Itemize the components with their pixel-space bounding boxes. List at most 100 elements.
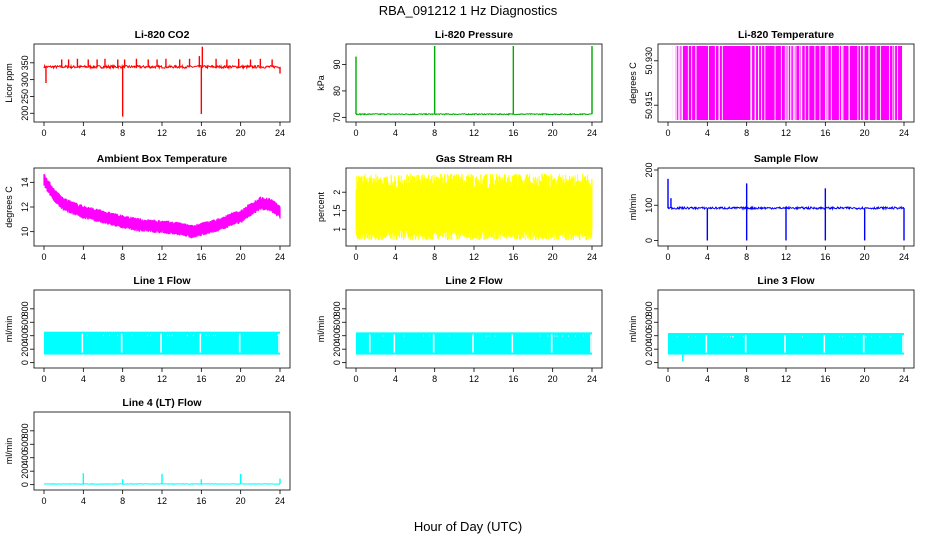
y-tick-label: 600 xyxy=(20,437,30,452)
y-tick-label: 800 xyxy=(644,301,654,316)
panel-title: Li-820 Temperature xyxy=(738,29,834,41)
y-tick-label: 2 xyxy=(332,190,342,195)
y-tick-label: 10 xyxy=(20,227,30,237)
panel-li-820-temperature: Li-820 Temperature 0 4 8 12 16 20 24 50.915 50.93… xyxy=(628,29,915,138)
x-tick-label: 24 xyxy=(899,374,909,384)
y-tick-label: 200 xyxy=(644,342,654,357)
y-tick-label: 1 xyxy=(332,227,342,232)
x-tick-label: 4 xyxy=(393,374,398,384)
y-tick-label: 80 xyxy=(332,86,342,96)
data-series xyxy=(44,331,280,355)
panel-gas-stream-rh: Gas Stream RH 0 4 8 12 16 20 24 1 1.5 2 percent xyxy=(316,153,603,262)
y-axis-label: Licor ppm xyxy=(4,63,14,103)
x-tick-label: 16 xyxy=(820,374,830,384)
y-axis-label: ml/min xyxy=(628,316,638,343)
x-tick-label: 8 xyxy=(744,252,749,262)
data-series xyxy=(667,178,905,241)
y-tick-label: 400 xyxy=(644,328,654,343)
panel-title: Gas Stream RH xyxy=(436,153,512,165)
x-tick-label: 0 xyxy=(353,128,358,138)
x-tick-label: 24 xyxy=(275,252,285,262)
x-tick-label: 8 xyxy=(744,374,749,384)
panel-ambient-box-temperature: Ambient Box Temperature 0 4 8 12 16 20 24 10 12 14… xyxy=(4,153,291,262)
x-tick-label: 24 xyxy=(275,128,285,138)
panel-title: Li-820 CO2 xyxy=(135,29,190,41)
panel-title: Sample Flow xyxy=(754,153,819,165)
plot-frame xyxy=(33,289,291,369)
x-tick-label: 16 xyxy=(820,252,830,262)
figure-title: RBA_091212 1 Hz Diagnostics xyxy=(379,3,558,18)
y-tick-label: 300 xyxy=(20,72,30,87)
plot-frame xyxy=(657,289,915,369)
x-tick-label: 24 xyxy=(899,252,909,262)
x-tick-label: 0 xyxy=(41,128,46,138)
data-series xyxy=(668,333,904,362)
x-tick-label: 0 xyxy=(353,374,358,384)
panel-li-820-co2: Li-820 CO2 0 4 8 12 16 20 24 200 250 300 350 Licor p… xyxy=(4,29,291,138)
plot-frame xyxy=(33,43,291,123)
x-tick-label: 12 xyxy=(157,128,167,138)
y-tick-label: 100 xyxy=(644,198,654,213)
x-tick-label: 0 xyxy=(665,374,670,384)
panel-title: Line 4 (LT) Flow xyxy=(122,397,202,409)
x-tick-label: 8 xyxy=(120,252,125,262)
x-tick-label: 16 xyxy=(508,252,518,262)
x-tick-label: 20 xyxy=(548,252,558,262)
toggle-band xyxy=(672,46,903,120)
plot-frame xyxy=(345,289,603,369)
plot-frame xyxy=(345,43,603,123)
x-tick-label: 0 xyxy=(41,374,46,384)
y-tick-label: 800 xyxy=(20,301,30,316)
x-tick-label: 12 xyxy=(157,496,167,506)
x-tick-label: 12 xyxy=(469,128,479,138)
y-tick-label: 90 xyxy=(332,59,342,69)
panel-title: Ambient Box Temperature xyxy=(97,153,228,165)
y-axis-label: percent xyxy=(316,191,326,222)
y-axis-label: kPa xyxy=(316,75,326,91)
x-tick-label: 4 xyxy=(81,128,86,138)
x-tick-label: 16 xyxy=(508,374,518,384)
y-tick-label: 0 xyxy=(20,482,30,487)
x-tick-label: 16 xyxy=(508,128,518,138)
flow-block xyxy=(356,332,592,355)
y-axis-label: ml/min xyxy=(4,316,14,343)
series-line xyxy=(355,112,593,116)
x-tick-label: 20 xyxy=(860,374,870,384)
y-tick-label: 0 xyxy=(644,360,654,365)
y-tick-label: 50.915 xyxy=(644,91,654,119)
data-series xyxy=(356,332,593,355)
x-tick-label: 4 xyxy=(393,128,398,138)
figure-xlabel: Hour of Day (UTC) xyxy=(414,519,522,534)
series-band xyxy=(43,174,281,239)
y-tick-label: 600 xyxy=(644,315,654,330)
x-tick-label: 20 xyxy=(236,252,246,262)
y-tick-label: 400 xyxy=(332,328,342,343)
data-series xyxy=(43,46,281,117)
x-tick-label: 8 xyxy=(432,374,437,384)
y-tick-label: 250 xyxy=(20,89,30,104)
y-tick-label: 14 xyxy=(20,177,30,187)
data-series xyxy=(43,174,281,239)
y-axis-label: degrees C xyxy=(4,186,14,228)
data-series xyxy=(43,473,281,485)
y-axis-label: ml/min xyxy=(628,194,638,221)
x-tick-label: 4 xyxy=(81,496,86,506)
x-tick-label: 16 xyxy=(196,374,206,384)
y-axis-label: ml/min xyxy=(4,438,14,465)
x-tick-label: 12 xyxy=(781,252,791,262)
panel-title: Line 3 Flow xyxy=(757,275,815,287)
y-tick-label: 0 xyxy=(332,360,342,365)
y-tick-label: 800 xyxy=(332,301,342,316)
x-tick-label: 16 xyxy=(196,496,206,506)
y-tick-label: 350 xyxy=(20,55,30,70)
y-tick-label: 0 xyxy=(644,238,654,243)
series-line xyxy=(43,63,281,71)
y-tick-label: 200 xyxy=(332,342,342,357)
y-tick-label: 200 xyxy=(20,464,30,479)
x-tick-label: 4 xyxy=(705,374,710,384)
x-tick-label: 12 xyxy=(157,252,167,262)
y-tick-label: 600 xyxy=(20,315,30,330)
x-tick-label: 0 xyxy=(41,252,46,262)
y-tick-label: 400 xyxy=(20,450,30,465)
